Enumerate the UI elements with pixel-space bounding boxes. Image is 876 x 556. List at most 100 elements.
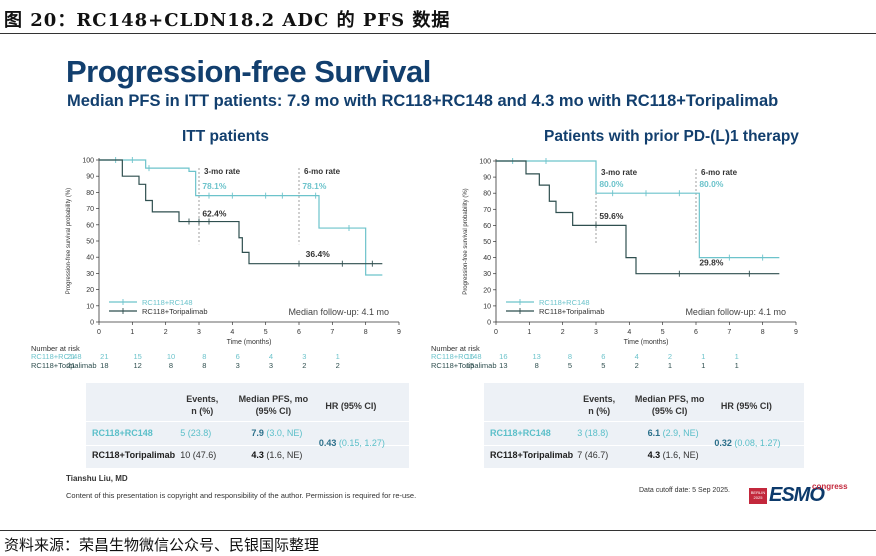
vline-label: 3-mo rate (601, 168, 638, 177)
y-tick-label: 30 (483, 271, 491, 278)
risk-count: 21 (66, 352, 76, 361)
hazard-ratio-value: 0.43 (318, 438, 337, 448)
risk-row-label: RC118+Toripalimab (31, 361, 97, 370)
x-axis-label: Time (months) (227, 339, 272, 346)
risk-row: RC118+RC148 21 21 15 10 8 6 4 3 1 (31, 352, 411, 361)
median-pfs-value: 4.3 (251, 450, 264, 460)
rate-annotation: 59.6% (599, 211, 624, 221)
median-follow-up-note: Median follow-up: 4.1 mo (288, 307, 389, 317)
events-cell: 3 (18.8) (577, 428, 609, 438)
median-pfs-value: 4.3 (647, 450, 661, 460)
risk-count: 18 (100, 361, 109, 370)
risk-row-label: RC118+RC148 (431, 352, 482, 361)
x-tick-label: 8 (761, 329, 765, 336)
risk-count: 3 (268, 361, 274, 370)
slide-subtitle: Median PFS in ITT patients: 7.9 mo with … (67, 92, 779, 110)
risk-count: 1 (667, 361, 673, 370)
source-footer: 资料来源：荣昌生物微信公众号、民银国际整理 (0, 530, 876, 556)
x-tick-label: 0 (494, 329, 498, 336)
rate-annotation: 80.0% (699, 179, 724, 189)
x-tick-label: 2 (164, 329, 168, 336)
median-follow-up-note: Median follow-up: 4.1 mo (685, 307, 786, 317)
vline-label: 6-mo rate (304, 167, 341, 176)
legend-label: RC118+RC148 (539, 298, 590, 307)
median-pfs-cell: 7.9 (3.0, NE) (251, 428, 303, 438)
risk-row: RC118+Toripalimab 15 13 8 5 5 2 1 1 1 (431, 361, 811, 370)
esmo-congress-logo: BERLIN 2025 ESMO congress (749, 482, 848, 508)
y-axis-label: Progression-free survival probability (%… (66, 188, 72, 294)
x-tick-label: 5 (661, 329, 665, 336)
risk-count: 1 (734, 352, 739, 361)
y-tick-label: 20 (483, 287, 491, 294)
y-tick-label: 30 (86, 271, 94, 278)
table-divider (484, 445, 804, 446)
x-tick-label: 3 (197, 329, 201, 336)
table-divider (86, 421, 409, 422)
risk-count: 2 (634, 361, 639, 370)
table-header-cell: Events, n (%) (583, 394, 616, 416)
y-tick-label: 0 (487, 320, 491, 327)
x-tick-label: 5 (264, 329, 268, 336)
rate-annotation: 78.1% (302, 181, 327, 191)
rate-annotation: 36.4% (306, 249, 331, 259)
x-tick-label: 8 (364, 329, 368, 336)
x-tick-label: 2 (561, 329, 565, 336)
y-tick-label: 80 (86, 190, 94, 197)
legend-label: RC118+Toripalimab (539, 307, 605, 316)
risk-count: 2 (335, 361, 340, 370)
risk-row: RC118+RC148 16 16 13 8 6 4 2 1 1 (431, 352, 811, 361)
esmo-wordmark: ESMO (769, 484, 825, 506)
km-curve-toripalimab (99, 159, 383, 265)
risk-count: 8 (567, 352, 573, 361)
data-cutoff-note: Data cutoff date: 5 Sep 2025. (639, 487, 730, 494)
risk-table-itt: Number at risk RC118+RC148 21 21 15 10 8 6 4 3 1 RC… (31, 344, 411, 374)
risk-count: 2 (302, 361, 307, 370)
table-header-cell: HR (95% CI) (720, 401, 772, 411)
median-pfs-cell: 4.3 (1.6, NE) (251, 450, 303, 460)
risk-table-header: Number at risk (31, 344, 80, 353)
y-axis-label: Progression-free survival probability (%… (463, 188, 469, 294)
risk-count: 13 (532, 352, 541, 361)
risk-table-header: Number at risk (431, 344, 480, 353)
figure-header-text: 图 20：RC148+CLDN18.2 ADC 的 PFS 数据 (4, 10, 451, 31)
panel-title-itt: ITT patients (182, 128, 269, 145)
y-tick-label: 70 (483, 207, 491, 214)
y-tick-label: 50 (86, 239, 94, 246)
table-row-label: RC118+RC148 (490, 428, 551, 438)
risk-count: 21 (66, 361, 76, 370)
events-cell: 10 (47.6) (180, 450, 217, 460)
y-tick-label: 50 (483, 239, 491, 246)
y-tick-label: 100 (479, 159, 491, 166)
rate-annotation: 80.0% (599, 179, 624, 189)
table-row-label: RC118+Toripalimab (490, 450, 574, 460)
author-name: Tianshu Liu, MD (66, 474, 128, 483)
y-tick-label: 70 (86, 206, 94, 213)
esmo-city-badge: BERLIN 2025 (749, 488, 767, 504)
risk-count: 1 (701, 352, 706, 361)
risk-count: 4 (634, 352, 639, 361)
median-pfs-cell: 6.1 (2.9, NE) (647, 428, 699, 438)
km-curve-toripalimab (496, 160, 780, 275)
risk-count: 8 (534, 361, 539, 370)
x-tick-label: 6 (694, 329, 698, 336)
x-tick-label: 0 (97, 329, 101, 336)
risk-count: 15 (133, 352, 142, 361)
risk-count: 5 (601, 361, 606, 370)
events-cell: 7 (46.7) (577, 450, 609, 460)
risk-count: 8 (202, 352, 207, 361)
table-header-cell: HR (95% CI) (325, 401, 377, 411)
risk-count: 3 (235, 361, 240, 370)
x-tick-label: 9 (397, 329, 401, 336)
summary-table-prior-pd1: Events, n (%) Median PFS, mo (95% CI) HR (95… (484, 383, 804, 468)
table-row-label: RC118+RC148 (92, 428, 153, 438)
y-tick-label: 10 (483, 303, 491, 310)
risk-count: 16 (499, 352, 508, 361)
table-row-label: RC118+Toripalimab (92, 450, 176, 460)
x-tick-label: 7 (727, 329, 731, 336)
x-tick-label: 6 (297, 329, 301, 336)
table-header-cell: Median PFS, mo (95% CI) (238, 394, 309, 416)
risk-count: 3 (302, 352, 307, 361)
risk-count: 4 (268, 352, 274, 361)
